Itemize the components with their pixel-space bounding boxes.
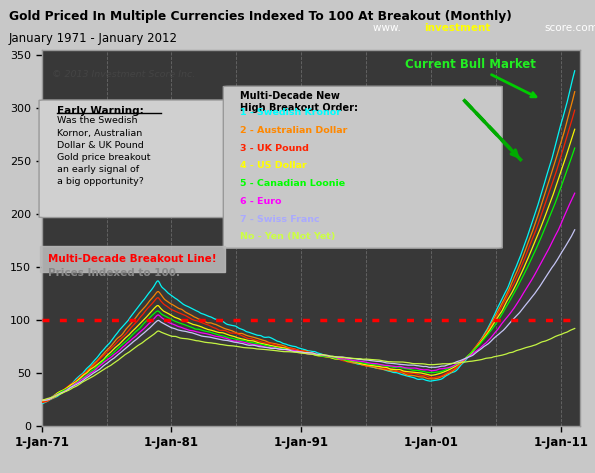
- FancyBboxPatch shape: [223, 86, 502, 248]
- Text: Early Warning:: Early Warning:: [57, 106, 144, 116]
- Text: 3 - UK Pound: 3 - UK Pound: [240, 143, 309, 152]
- Text: investment: investment: [424, 23, 490, 33]
- Text: 6 - Euro: 6 - Euro: [240, 197, 281, 206]
- Text: Multi-Decade Breakout Line!: Multi-Decade Breakout Line!: [48, 254, 217, 264]
- Text: Multi-Decade New
High Breakout Order:: Multi-Decade New High Breakout Order:: [240, 91, 358, 114]
- FancyBboxPatch shape: [39, 100, 231, 218]
- Text: Prices Indexed to 100.: Prices Indexed to 100.: [48, 268, 180, 278]
- Text: www.: www.: [372, 23, 404, 33]
- Text: 7 - Swiss Franc: 7 - Swiss Franc: [240, 215, 320, 224]
- Text: 4 - US Dollar: 4 - US Dollar: [240, 161, 307, 170]
- Text: Current Bull Market: Current Bull Market: [405, 58, 536, 97]
- Text: score.com: score.com: [544, 23, 595, 33]
- Text: Was the Swedish
Kornor, Australian
Dollar & UK Pound
Gold price breakout
an earl: Was the Swedish Kornor, Australian Dolla…: [57, 116, 151, 186]
- Text: 5 - Canadian Loonie: 5 - Canadian Loonie: [240, 179, 345, 188]
- Text: 1 - Swedish Kronor: 1 - Swedish Kronor: [240, 108, 341, 117]
- Text: © 2013 Investment Score Inc.: © 2013 Investment Score Inc.: [52, 70, 195, 79]
- Text: 2 - Australian Dollar: 2 - Australian Dollar: [240, 126, 347, 135]
- Text: Gold Priced In Multiple Currencies Indexed To 100 At Breakout (Monthly): Gold Priced In Multiple Currencies Index…: [9, 10, 512, 23]
- Text: No - Yen (Not Yet): No - Yen (Not Yet): [240, 233, 336, 242]
- Text: January 1971 - January 2012: January 1971 - January 2012: [9, 32, 178, 45]
